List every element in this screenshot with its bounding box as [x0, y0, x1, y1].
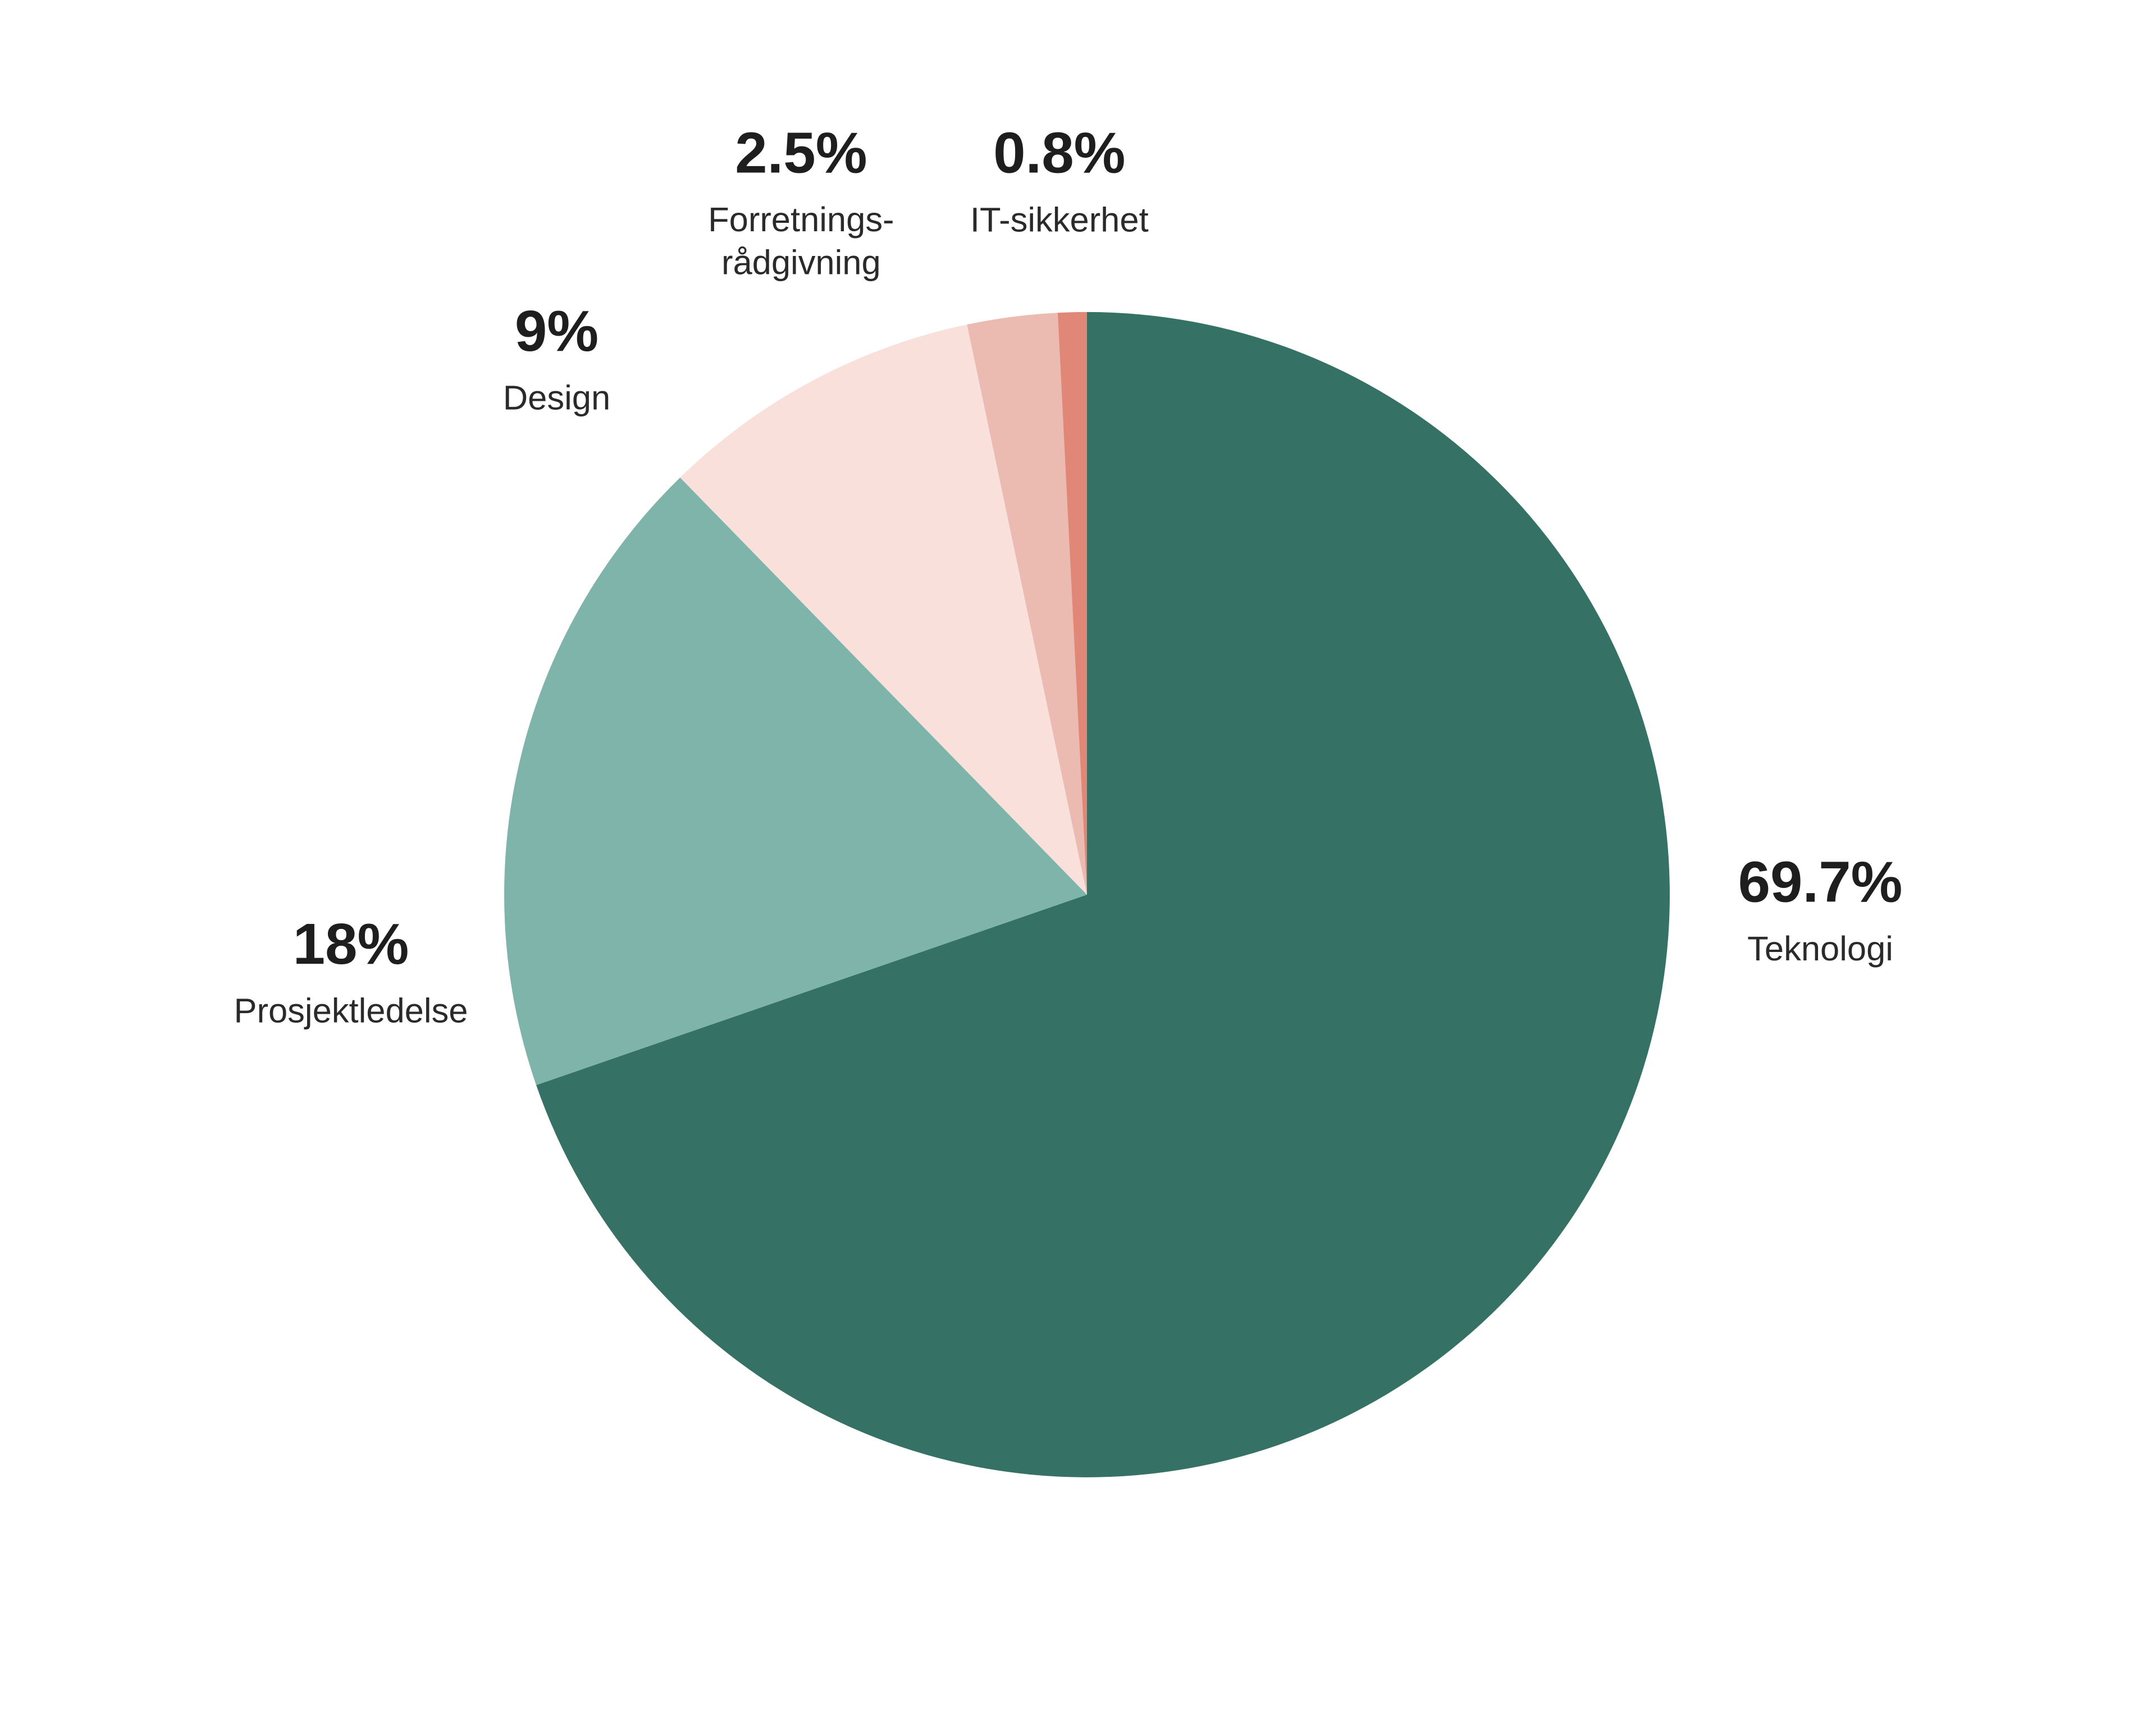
- category-label: Prosjektledelse: [234, 992, 468, 1031]
- category-label: Design: [503, 379, 610, 418]
- value-label: 69.7%: [1738, 849, 1903, 914]
- pie-slice: [504, 477, 1087, 1086]
- pie-slice: [967, 313, 1087, 895]
- category-label: Teknologi: [1747, 930, 1893, 968]
- pie-slice: [536, 312, 1670, 1477]
- value-label: 2.5%: [735, 120, 867, 185]
- pie-slice: [680, 324, 1087, 895]
- value-label: 18%: [293, 911, 409, 976]
- value-label: 0.8%: [993, 120, 1125, 185]
- value-label: 9%: [515, 298, 599, 363]
- category-label: Forretnings-rådgivning: [708, 200, 894, 282]
- category-label: IT-sikkerhet: [970, 200, 1149, 239]
- pie-slice: [1057, 312, 1087, 895]
